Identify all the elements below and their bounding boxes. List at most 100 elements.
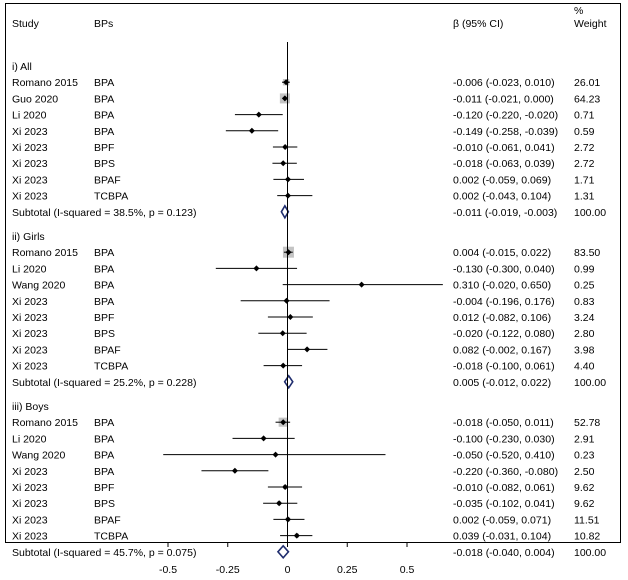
subtotal-diamond — [280, 204, 290, 220]
bp-label: BPF — [94, 142, 114, 154]
study-label: Xi 2023 — [12, 296, 48, 308]
ci-label: 0.012 (-0.082, 0.106) — [453, 312, 551, 324]
bp-label: BPS — [94, 328, 115, 340]
ci-label: -0.018 (-0.063, 0.039) — [453, 158, 555, 170]
study-label: Xi 2023 — [12, 174, 48, 186]
group-label: iii) Boys — [12, 401, 49, 413]
point-estimate — [279, 330, 286, 337]
header-ci: β (95% CI) — [453, 18, 503, 30]
weight-label: 0.25 — [574, 280, 595, 292]
study-label: Xi 2023 — [12, 158, 48, 170]
point-estimate — [287, 314, 294, 320]
weight-label: 0.59 — [574, 126, 595, 138]
ci-label: -0.018 (-0.040, 0.004) — [453, 547, 555, 559]
study-label: Romano 2015 — [12, 417, 78, 429]
study-label: Romano 2015 — [12, 247, 78, 259]
header-study: Study — [12, 18, 40, 30]
ci-label: -0.130 (-0.300, 0.040) — [453, 263, 555, 275]
study-label: Xi 2023 — [12, 361, 48, 373]
ci-label: -0.120 (-0.220, -0.020) — [453, 110, 558, 122]
point-estimate — [285, 249, 292, 256]
ci-label: -0.011 (-0.019, -0.003) — [453, 207, 557, 219]
study-label: Romano 2015 — [12, 77, 78, 89]
bp-label: BPA — [94, 263, 114, 275]
bp-label: BPA — [94, 247, 114, 259]
weight-label: 0.83 — [574, 296, 595, 308]
study-label: Xi 2023 — [12, 514, 48, 526]
subtotal-label: Subtotal (I-squared = 25.2%, p = 0.228) — [12, 377, 196, 389]
group-label: i) All — [12, 61, 32, 73]
study-label: Xi 2023 — [12, 312, 48, 324]
ci-label: -0.035 (-0.102, 0.041) — [453, 498, 555, 510]
weight-label: 4.40 — [574, 361, 595, 373]
bp-label: BPA — [94, 110, 114, 122]
point-estimate — [272, 451, 279, 458]
study-label: Xi 2023 — [12, 344, 48, 356]
bp-label: BPF — [94, 312, 114, 324]
ci-label: -0.004 (-0.196, 0.176) — [453, 296, 555, 308]
ci-label: -0.006 (-0.023, 0.010) — [453, 77, 555, 89]
study-label: Wang 2020 — [12, 450, 65, 462]
bp-label: BPS — [94, 158, 115, 170]
point-estimate — [280, 419, 287, 426]
weight-label: 11.51 — [574, 514, 600, 526]
header-weight: Weight — [574, 18, 607, 30]
ci-label: -0.149 (-0.258, -0.039) — [453, 126, 558, 138]
weight-label: 1.71 — [574, 174, 595, 186]
study-label: Guo 2020 — [12, 93, 58, 105]
x-tick-label: 0.5 — [400, 564, 415, 576]
group-label: ii) Girls — [12, 231, 45, 243]
weight-label: 10.82 — [574, 531, 600, 543]
bp-label: BPAF — [94, 344, 121, 356]
weight-label: 3.98 — [574, 344, 595, 356]
ci-label: 0.002 (-0.043, 0.104) — [453, 191, 551, 203]
weight-label: 0.99 — [574, 263, 595, 275]
weight-label: 83.50 — [574, 247, 600, 259]
bp-label: BPF — [94, 482, 114, 494]
bp-label: BPA — [94, 466, 114, 478]
header-bps: BPs — [94, 18, 113, 30]
ci-label: 0.082 (-0.002, 0.167) — [453, 344, 551, 356]
bp-label: TCBPA — [94, 531, 128, 543]
ci-label: -0.050 (-0.520, 0.410) — [453, 450, 555, 462]
study-label: Xi 2023 — [12, 142, 48, 154]
ci-label: 0.004 (-0.015, 0.022) — [453, 247, 551, 259]
bp-label: BPA — [94, 450, 114, 462]
point-estimate — [281, 95, 288, 102]
point-estimate — [276, 500, 283, 507]
bp-label: BPA — [94, 417, 114, 429]
weight-label: 3.24 — [574, 312, 595, 324]
weight-label: 0.23 — [574, 450, 595, 462]
bp-label: TCBPA — [94, 361, 128, 373]
point-estimate — [260, 435, 267, 442]
bp-label: BPA — [94, 280, 114, 292]
study-label: Xi 2023 — [12, 126, 48, 138]
bp-label: BPA — [94, 77, 114, 89]
study-label: Xi 2023 — [12, 482, 48, 494]
ci-label: -0.010 (-0.082, 0.061) — [453, 482, 555, 494]
bp-label: BPS — [94, 498, 115, 510]
point-estimate — [283, 297, 290, 304]
point-estimate — [304, 346, 311, 353]
weight-label: 2.72 — [574, 142, 595, 154]
x-tick-label: 0 — [285, 564, 291, 576]
x-tick-label: 0.25 — [337, 564, 358, 576]
ci-label: 0.005 (-0.012, 0.022) — [453, 377, 551, 389]
ci-label: -0.100 (-0.230, 0.030) — [453, 433, 555, 445]
weight-label: 100.00 — [574, 207, 606, 219]
weight-label: 0.71 — [574, 110, 595, 122]
bp-label: BPAF — [94, 514, 121, 526]
weight-label: 2.50 — [574, 466, 595, 478]
weight-label: 2.91 — [574, 433, 595, 445]
study-label: Xi 2023 — [12, 498, 48, 510]
point-estimate — [358, 281, 365, 288]
subtotal-label: Subtotal (I-squared = 45.7%, p = 0.075) — [12, 547, 196, 559]
bp-label: BPA — [94, 93, 114, 105]
study-label: Li 2020 — [12, 433, 47, 445]
weight-label: 9.62 — [574, 498, 595, 510]
point-estimate — [231, 467, 238, 474]
point-estimate — [282, 144, 289, 150]
ci-label: -0.220 (-0.360, -0.080) — [453, 466, 558, 478]
weight-label: 100.00 — [574, 547, 606, 559]
